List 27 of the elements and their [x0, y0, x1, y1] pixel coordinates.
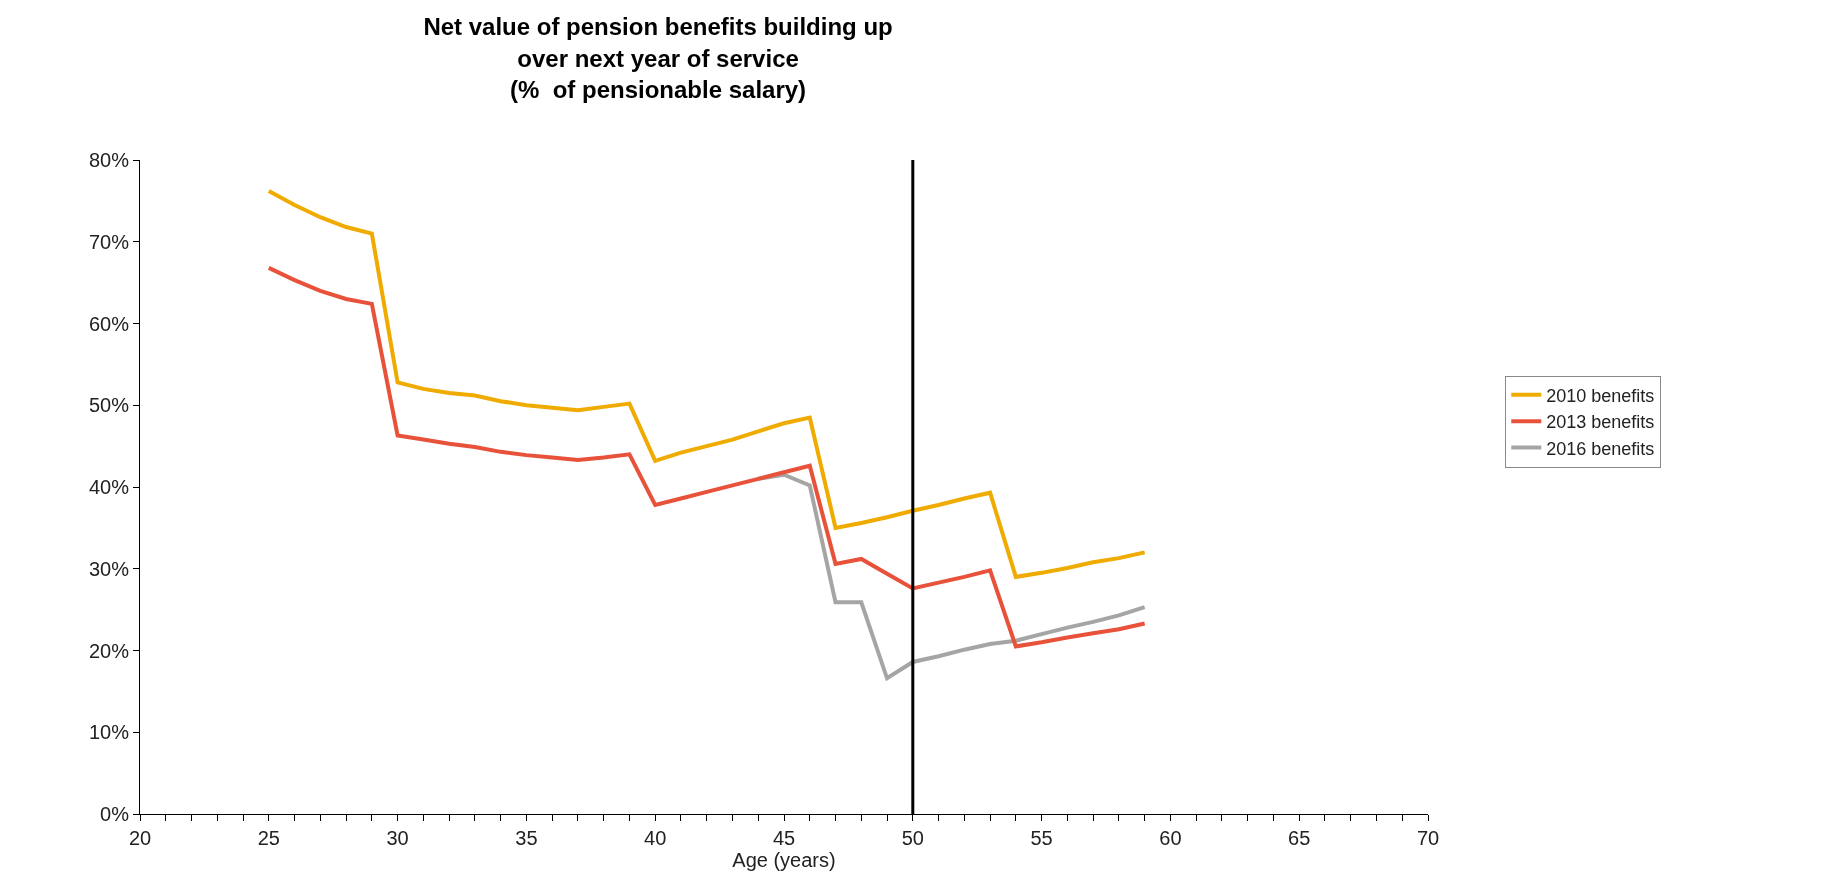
- x-tick-label: 45: [772, 827, 796, 849]
- y-tick-label: 50%: [88, 394, 130, 417]
- chart-title: Net value of pension benefits building up over next year of service (% of pensionable salary): [423, 13, 893, 103]
- x-tick-label: 35: [515, 827, 538, 849]
- legend-label: 2013 benefits: [1546, 412, 1655, 433]
- x-tick-label: 40: [644, 827, 667, 849]
- y-tick-label: 0%: [100, 803, 130, 825]
- x-tick-label: 55: [1030, 827, 1053, 849]
- x-tick-label: 25: [257, 827, 280, 849]
- x-tick-label: 65: [1288, 827, 1311, 849]
- x-tick-label: 60: [1159, 827, 1182, 849]
- line-series: [266, 189, 1147, 579]
- x-tick-label: 50: [901, 827, 924, 849]
- y-tick-label: 10%: [88, 721, 130, 744]
- x-tick-label: 20: [128, 827, 152, 849]
- y-tick-label: 70%: [88, 230, 130, 253]
- line-series: [266, 265, 1147, 649]
- y-tick-label: 30%: [88, 557, 130, 580]
- y-tick-label: 40%: [88, 476, 130, 498]
- legend-label: 2016 benefits: [1546, 438, 1655, 459]
- y-tick-label: 60%: [88, 312, 130, 335]
- legend-label: 2010 benefits: [1546, 385, 1655, 406]
- x-tick-label: 30: [386, 827, 409, 849]
- x-axis-title: Age (years): [732, 849, 836, 871]
- y-tick-label: 80%: [88, 149, 130, 171]
- y-tick-label: 20%: [88, 639, 130, 662]
- x-tick-label: 70: [1416, 827, 1440, 849]
